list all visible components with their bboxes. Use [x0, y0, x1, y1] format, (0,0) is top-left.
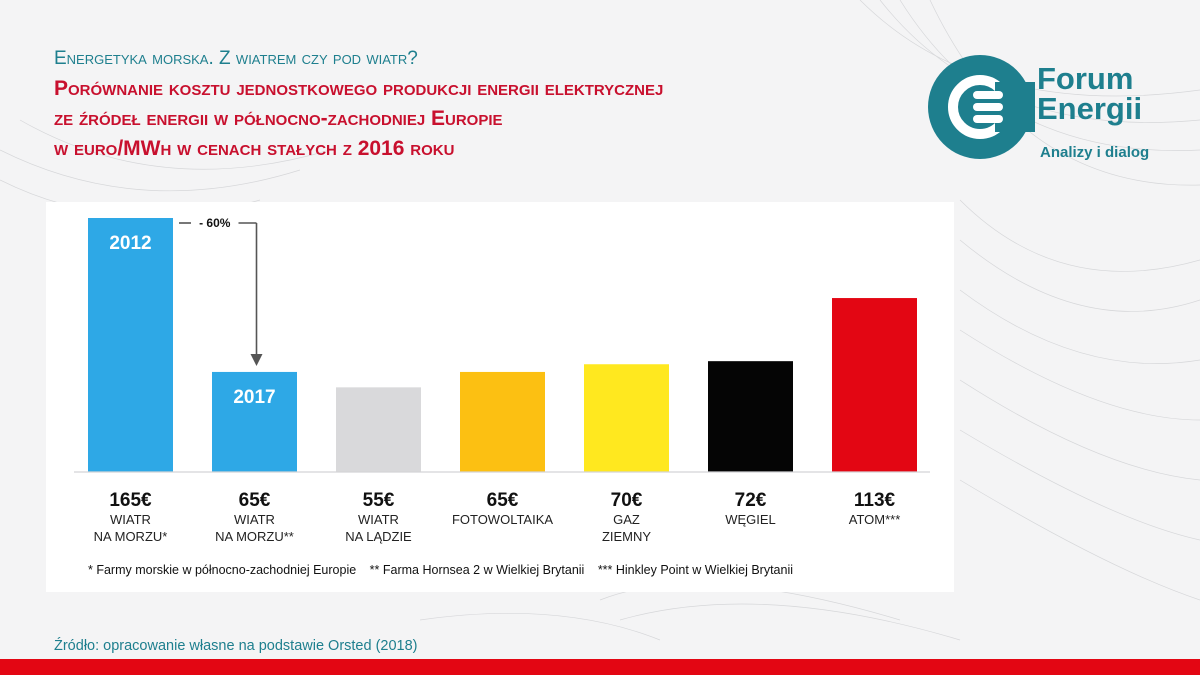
category-label-0-1: NA MORZU*: [94, 529, 168, 544]
forum-energii-e-icon: [928, 55, 1035, 159]
footnotes: * Farmy morskie w północno-zachodniej Eu…: [88, 563, 803, 577]
bar-1: [212, 371, 297, 472]
logo-tagline: Analizy i dialog: [1040, 144, 1150, 161]
bar-5: [708, 361, 793, 472]
logo-wordmark: Forum Energii: [1037, 61, 1143, 126]
footnote-2: ** Farma Hornsea 2 w Wielkiej Brytanii: [369, 563, 585, 577]
category-label-1-0: WIATR: [234, 512, 275, 527]
footnote-1: * Farmy morskie w północno-zachodniej Eu…: [88, 563, 357, 577]
bar-0: [88, 218, 173, 472]
bar-3: [460, 371, 545, 472]
logo-line-2: Energii: [1037, 91, 1143, 126]
bar-6: [832, 298, 917, 472]
slide-title: Porównanie kosztu jednostkowego produkcj…: [54, 74, 874, 164]
category-label-5-0: WĘGIEL: [725, 512, 776, 527]
value-label-3: 65€: [487, 490, 519, 511]
title-line-1: Porównanie kosztu jednostkowego produkcj…: [54, 77, 664, 100]
value-label-2: 55€: [363, 490, 395, 511]
footnote-3: *** Hinkley Point w Wielkiej Brytanii: [597, 563, 794, 577]
source-note: Źródło: opracowanie własne na podstawie …: [54, 638, 418, 654]
bar-year-label-0: 2012: [109, 233, 151, 254]
value-label-1: 65€: [239, 490, 271, 511]
value-label-5: 72€: [735, 490, 767, 511]
chart-panel: 2012 165€ WIATR NA MORZU* 2017 65€ WIATR NA MOR…: [46, 202, 954, 592]
forum-energii-logo: Forum Energii Analizy i dialog: [925, 52, 1165, 172]
value-label-6: 113€: [854, 490, 896, 511]
category-label-4-0: GAZ: [613, 512, 640, 527]
category-label-3-0: FOTOWOLTAIKA: [452, 512, 553, 527]
category-label-2-1: NA LĄDZIE: [345, 529, 412, 544]
category-label-0-0: WIATR: [110, 512, 151, 527]
annotation-label: - 60%: [199, 216, 231, 230]
title-line-3: w euro/MWh w cenach stałych z 2016 roku: [54, 137, 455, 160]
bar-year-label-1: 2017: [233, 387, 275, 408]
category-label-1-1: NA MORZU**: [215, 529, 294, 544]
value-label-4: 70€: [611, 490, 643, 511]
value-label-0: 165€: [109, 490, 152, 511]
bar-4: [584, 364, 669, 472]
logo-line-1: Forum: [1037, 61, 1134, 96]
category-label-2-0: WIATR: [358, 512, 399, 527]
category-label-4-1: ZIEMNY: [602, 529, 651, 544]
annotation-arrowhead: [250, 353, 263, 366]
title-line-2: ze źródeł energii w północno-zachodniej …: [54, 107, 503, 130]
header: Energetyka morska. Z wiatrem czy pod wia…: [54, 46, 874, 164]
category-label-6-0: ATOM***: [849, 512, 901, 527]
bar-2: [336, 387, 421, 472]
slide-subtitle: Energetyka morska. Z wiatrem czy pod wia…: [54, 48, 418, 69]
bottom-accent-bar: [0, 659, 1200, 675]
